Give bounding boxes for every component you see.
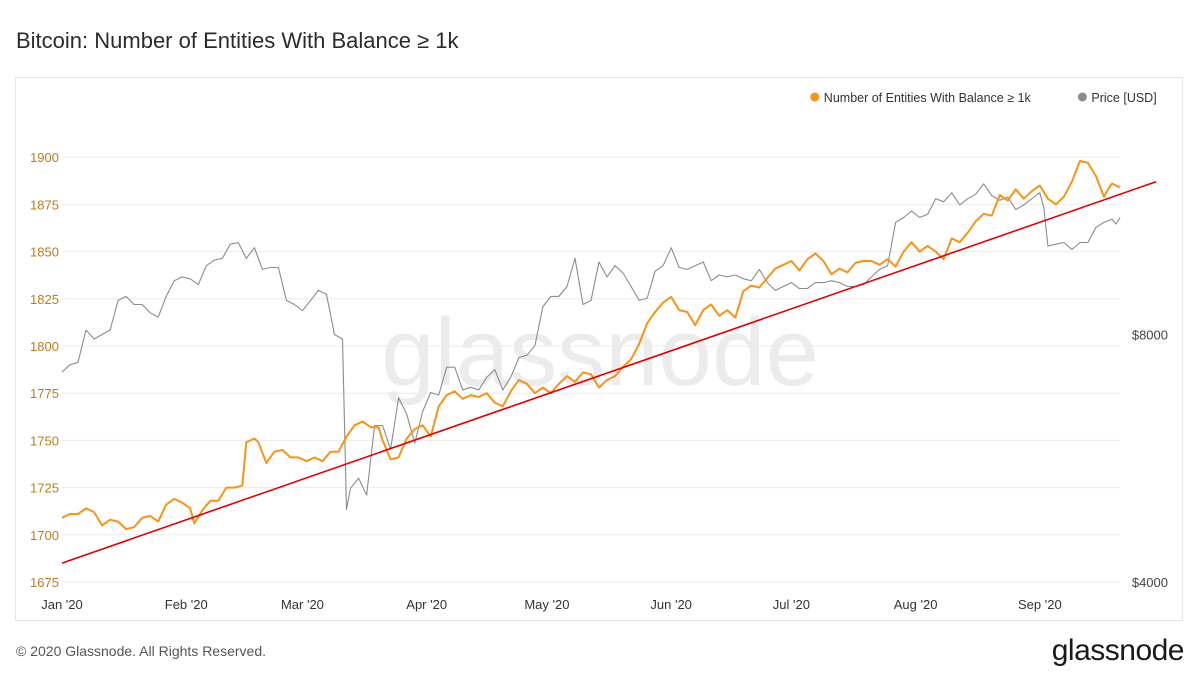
x-tick-label: Jul '20	[773, 597, 810, 612]
x-tick-label: May '20	[524, 597, 569, 612]
y-left-tick-label: 1675	[30, 575, 59, 590]
x-tick-label: Mar '20	[281, 597, 324, 612]
y-left-tick-label: 1700	[30, 528, 59, 543]
x-tick-label: Feb '20	[165, 597, 208, 612]
trendline	[61, 180, 1157, 564]
chart-frame	[15, 77, 1183, 621]
x-axis: Jan '20 Feb '20 Mar '20 Apr '20 May '20 Jun '…	[41, 597, 1061, 612]
price-series-line	[61, 183, 1121, 511]
y-left-tick-label: 1875	[30, 197, 59, 212]
y-left-tick-label: 1775	[30, 386, 59, 401]
y-left-tick-label: 1850	[30, 245, 59, 260]
y-left-tick-label: 1800	[30, 339, 59, 354]
x-tick-label: Jan '20	[41, 597, 83, 612]
y-right-axis: $4000 $8000	[1132, 327, 1168, 590]
grid-lines	[62, 156, 1120, 583]
brand-logo: glassnode	[1051, 634, 1185, 667]
chart-title: Bitcoin: Number of Entities With Balance…	[16, 28, 459, 53]
y-left-tick-label: 1725	[30, 481, 59, 496]
legend-marker	[1077, 92, 1087, 102]
x-tick-label: Jun '20	[650, 597, 692, 612]
y-left-tick-label: 1750	[30, 433, 59, 448]
copyright-text: © 2020 Glassnode. All Rights Reserved.	[16, 643, 267, 659]
legend-label: Price [USD]	[1091, 91, 1156, 105]
watermark: glassnode	[381, 299, 819, 406]
entities-series-line	[61, 160, 1121, 531]
x-tick-label: Aug '20	[894, 597, 938, 612]
series-layer	[61, 160, 1157, 564]
y-right-tick-label: $4000	[1132, 575, 1168, 590]
x-tick-label: Sep '20	[1018, 597, 1062, 612]
y-right-tick-label: $8000	[1132, 327, 1168, 342]
legend: Number of Entities With Balance ≥ 1k Pric…	[810, 91, 1157, 105]
y-left-tick-label: 1900	[30, 150, 59, 165]
legend-label: Number of Entities With Balance ≥ 1k	[824, 91, 1032, 105]
x-tick-label: Apr '20	[406, 597, 447, 612]
legend-marker	[810, 92, 820, 102]
y-left-tick-label: 1825	[30, 292, 59, 307]
y-left-axis: 1675 1700 1725 1750 1775 1800 1825 1850 1875 1900	[30, 150, 59, 590]
